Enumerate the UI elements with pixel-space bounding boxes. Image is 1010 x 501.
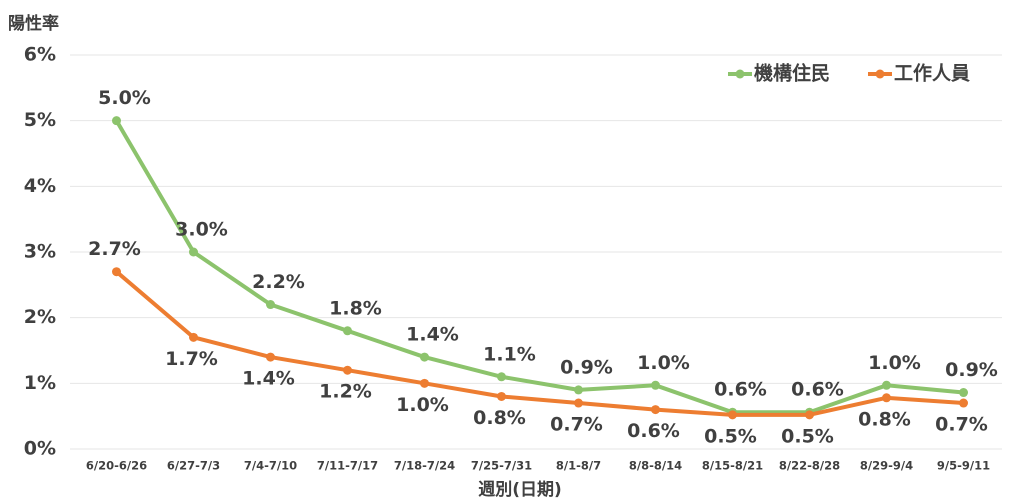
point — [959, 398, 968, 408]
data-label: 1.8% — [329, 297, 382, 319]
data-label: 1.1% — [483, 343, 536, 365]
point — [189, 247, 198, 257]
data-label: 2.2% — [252, 271, 305, 293]
data-label: 0.8% — [473, 407, 526, 429]
data-label: 0.9% — [560, 356, 613, 378]
data-label: 0.7% — [550, 414, 603, 436]
data-label: 0.5% — [704, 425, 757, 447]
legend-marker — [735, 69, 745, 79]
point — [420, 378, 429, 388]
x-tick-label: 8/22-8/28 — [779, 459, 840, 473]
point — [343, 365, 352, 375]
data-label: 0.6% — [627, 420, 680, 442]
point — [343, 326, 352, 336]
x-tick-label: 9/5-9/11 — [937, 459, 990, 473]
y-tick-label: 4% — [24, 175, 56, 197]
data-label: 0.7% — [935, 414, 988, 436]
data-label: 0.6% — [714, 379, 767, 401]
data-label: 1.0% — [868, 352, 921, 374]
y-tick-label: 0% — [24, 438, 56, 460]
point — [266, 300, 275, 310]
point — [266, 352, 275, 362]
data-label: 1.4% — [242, 368, 295, 390]
point — [497, 391, 506, 401]
data-label: 1.0% — [396, 394, 449, 416]
data-label: 1.4% — [406, 324, 459, 346]
y-tick-label: 3% — [24, 241, 56, 263]
point — [959, 388, 968, 398]
y-tick-label: 6% — [24, 44, 56, 66]
point — [805, 410, 814, 420]
point — [497, 372, 506, 382]
x-tick-label: 7/4-7/10 — [244, 459, 297, 473]
data-label: 1.7% — [165, 348, 218, 370]
data-label: 0.6% — [791, 379, 844, 401]
y-tick-label: 2% — [24, 306, 56, 328]
point — [420, 352, 429, 362]
data-label: 5.0% — [98, 87, 151, 109]
data-label: 1.2% — [319, 381, 372, 403]
x-tick-label: 7/11-7/17 — [317, 459, 378, 473]
data-label: 2.7% — [88, 238, 141, 260]
x-tick-label: 6/20-6/26 — [86, 459, 147, 473]
x-tick-label: 6/27-7/3 — [167, 459, 220, 473]
point — [574, 385, 583, 395]
data-label: 0.8% — [858, 408, 911, 430]
point — [882, 393, 891, 403]
point — [574, 398, 583, 408]
legend-marker — [875, 69, 885, 79]
legend-label: 機構住民 — [754, 62, 830, 85]
data-label: 1.0% — [637, 352, 690, 374]
series-line — [115, 270, 964, 417]
point — [189, 332, 198, 342]
y-axis-title: 陽性率 — [8, 13, 59, 34]
x-tick-label: 7/18-7/24 — [394, 459, 455, 473]
data-label: 3.0% — [175, 219, 228, 241]
y-tick-label: 5% — [24, 109, 56, 131]
x-tick-label: 8/29-9/4 — [860, 459, 913, 473]
x-axis-title: 週別(日期) — [478, 480, 562, 500]
point — [728, 410, 737, 420]
data-label: 0.9% — [945, 359, 998, 381]
point — [651, 405, 660, 415]
x-tick-label: 8/8-8/14 — [629, 459, 682, 473]
point — [651, 380, 660, 390]
x-tick-label: 8/15-8/21 — [702, 459, 763, 473]
x-tick-label: 7/25-7/31 — [471, 459, 532, 473]
point — [112, 267, 121, 277]
series-line — [114, 119, 964, 415]
data-label: 0.5% — [781, 425, 834, 447]
point — [882, 380, 891, 390]
legend-label: 工作人員 — [894, 62, 970, 85]
x-tick-label: 8/1-8/7 — [556, 459, 601, 473]
y-tick-label: 1% — [24, 372, 56, 394]
point — [112, 116, 121, 126]
